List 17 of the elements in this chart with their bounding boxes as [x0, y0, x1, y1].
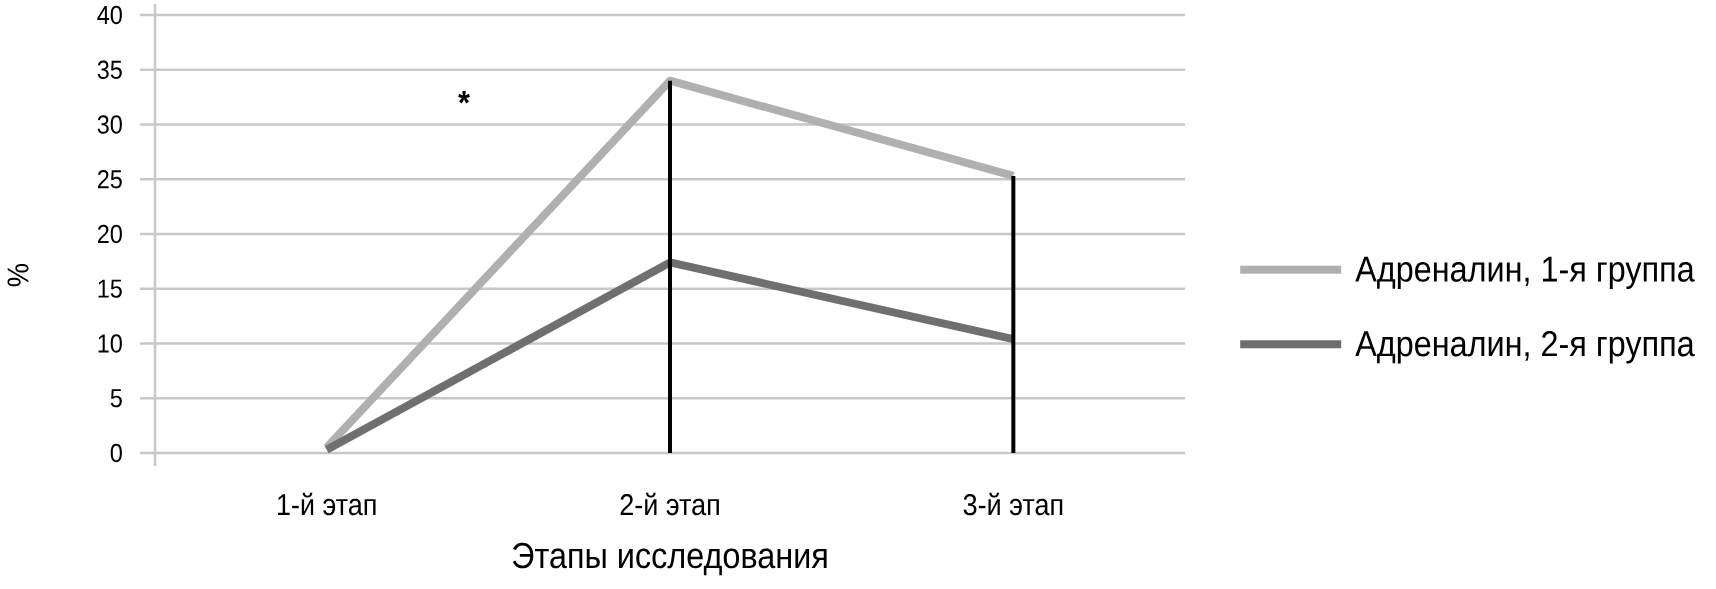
y-tick-label: 10: [98, 334, 122, 353]
y-tick-label: 20: [97, 224, 122, 244]
legend-label: Адреналин, 1-я группа: [1355, 256, 1695, 289]
y-tick-label: 15: [98, 279, 122, 298]
y-tick-label: 0: [110, 443, 122, 463]
annotation: *: [458, 90, 470, 104]
x-tick-label: 1-й этап: [277, 492, 376, 516]
y-tick-label: 25: [97, 170, 122, 189]
x-tick-label: 3-й этап: [963, 492, 1063, 516]
y-axis-title: %: [7, 264, 29, 287]
y-tick-label: 5: [110, 389, 122, 408]
legend-label: Адреналин, 2-я группа: [1355, 330, 1695, 364]
x-tick-label: 2-й этап: [620, 492, 719, 516]
y-tick-label: 30: [97, 115, 122, 134]
y-tick-label: 35: [97, 60, 122, 79]
x-axis-title: Этапы исследования: [512, 542, 827, 576]
y-tick-label: 40: [97, 5, 122, 25]
